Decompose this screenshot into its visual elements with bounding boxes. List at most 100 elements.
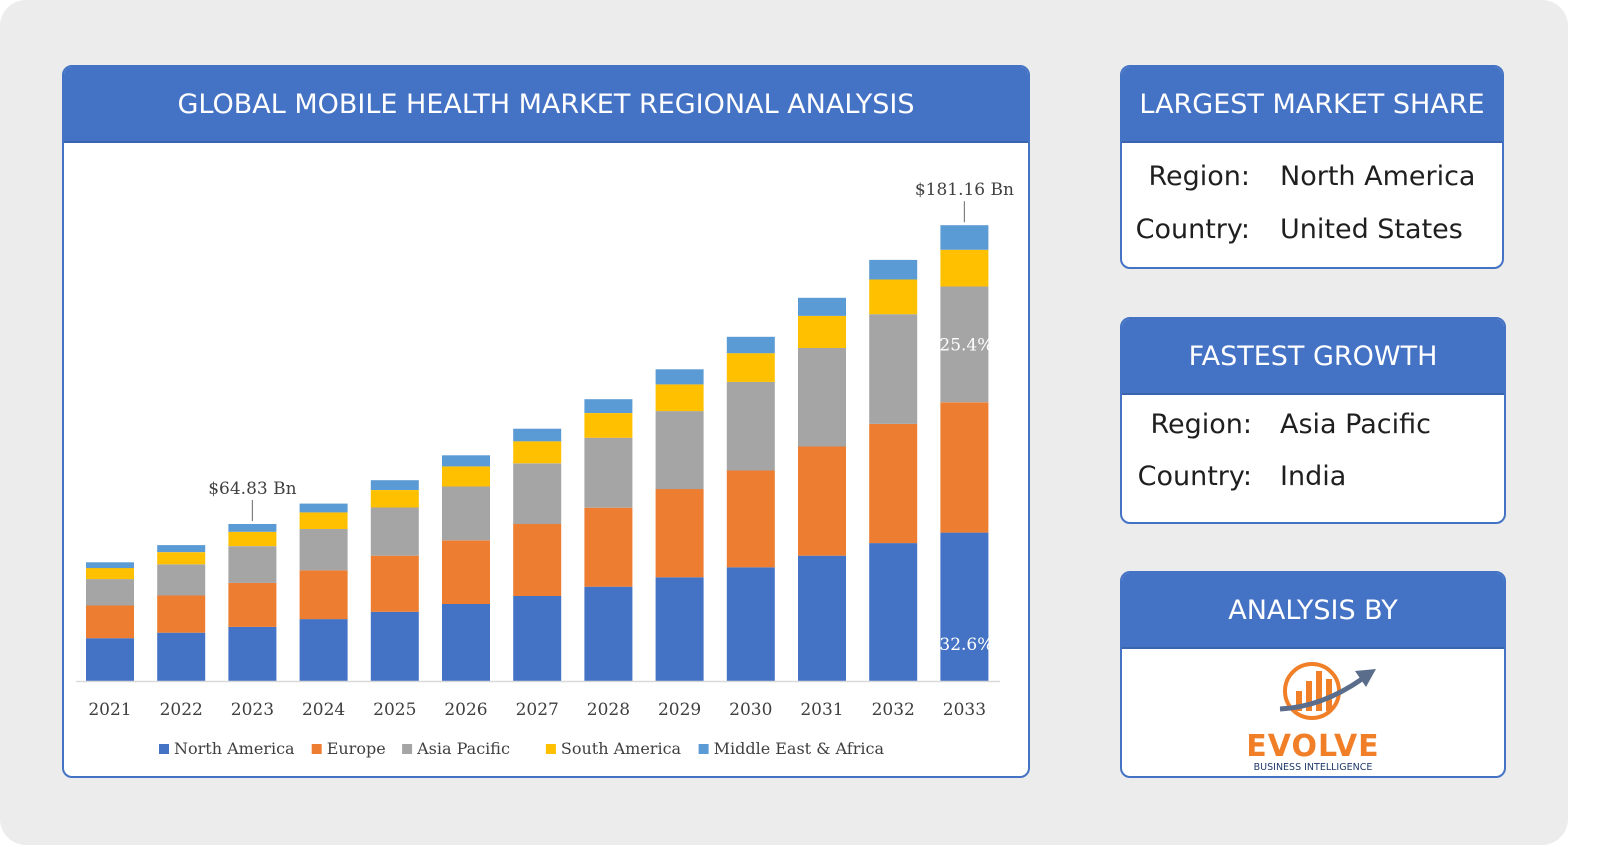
bar-south-america-2030 bbox=[726, 353, 775, 382]
bar-europe-2027 bbox=[513, 524, 562, 596]
x-tick-label-2027: 2027 bbox=[516, 700, 559, 720]
legend-swatch-europe bbox=[311, 744, 322, 754]
logo-bar-1 bbox=[1296, 691, 1302, 711]
bar-north-america-2022 bbox=[157, 632, 206, 681]
bar-south-america-2025 bbox=[370, 490, 419, 508]
country-label: Country: bbox=[1137, 461, 1252, 492]
bar-europe-2033 bbox=[940, 402, 989, 533]
logo-bar-2 bbox=[1306, 681, 1312, 711]
bar-europe-2024 bbox=[299, 570, 348, 620]
bar-asia-pacific-2029 bbox=[655, 411, 704, 490]
region-value: North America bbox=[1280, 161, 1476, 192]
chart-title: GLOBAL MOBILE HEALTH MARKET REGIONAL ANA… bbox=[64, 67, 1028, 143]
bar-europe-2029 bbox=[655, 489, 704, 578]
bar-middle-east-and-africa-2025 bbox=[370, 480, 419, 490]
bar-asia-pacific-2022 bbox=[157, 564, 206, 596]
legend-swatch-north-america bbox=[159, 744, 169, 754]
analysis-by-title: ANALYSIS BY bbox=[1122, 573, 1504, 649]
bar-south-america-2031 bbox=[798, 316, 846, 348]
bar-north-america-2028 bbox=[584, 586, 633, 681]
fastest-growth-region-row: Region: Asia Pacific bbox=[1122, 409, 1504, 449]
segment-label-asia-pacific-2033: 25.4% bbox=[939, 335, 993, 355]
legend-swatch-south-america bbox=[545, 744, 556, 754]
bar-north-america-2032 bbox=[869, 543, 918, 681]
x-tick-label-2024: 2024 bbox=[302, 700, 345, 720]
bar-europe-2026 bbox=[442, 540, 490, 604]
region-label: Region: bbox=[1148, 161, 1250, 192]
legend-label-north-america: North America bbox=[174, 739, 295, 758]
bar-north-america-2031 bbox=[798, 555, 846, 681]
bar-asia-pacific-2021 bbox=[86, 579, 134, 606]
bar-asia-pacific-2030 bbox=[726, 381, 775, 471]
x-tick-label-2023: 2023 bbox=[231, 700, 274, 720]
bar-middle-east-and-africa-2022 bbox=[157, 545, 206, 553]
bar-south-america-2033 bbox=[940, 249, 989, 287]
logo-arrow-line bbox=[1279, 676, 1364, 712]
segment-label-north-america-2033: 32.6% bbox=[939, 635, 993, 655]
bar-middle-east-and-africa-2024 bbox=[299, 503, 348, 513]
bar-north-america-2033 bbox=[940, 532, 989, 681]
bar-middle-east-and-africa-2028 bbox=[584, 399, 633, 413]
analysis-by-panel: ANALYSIS BY EVOLVE BUSINESS INTELLIGENCE bbox=[1120, 571, 1506, 778]
bar-europe-2028 bbox=[584, 507, 633, 587]
stacked-bar-chart: 2021 2022 2023 2024 2025 2026 2027 2028 2029 2030… bbox=[76, 180, 1014, 758]
bar-north-america-2023 bbox=[228, 626, 277, 681]
infographic-canvas: GLOBAL MOBILE HEALTH MARKET REGIONAL ANA… bbox=[0, 0, 1568, 845]
fastest-growth-country-row: Country: India bbox=[1122, 461, 1504, 501]
bar-north-america-2025 bbox=[370, 611, 419, 681]
legend-label-middle-east-and-africa: Middle East & Africa bbox=[714, 739, 885, 758]
legend-label-asia-pacific: Asia Pacific bbox=[416, 739, 510, 758]
bar-asia-pacific-2026 bbox=[442, 486, 490, 541]
logo-bar-3 bbox=[1316, 671, 1322, 711]
bar-asia-pacific-2023 bbox=[228, 546, 277, 583]
bar-middle-east-and-africa-2029 bbox=[655, 369, 704, 385]
country-value: United States bbox=[1280, 214, 1463, 245]
largest-share-panel: LARGEST MARKET SHARE Region: North Ameri… bbox=[1120, 65, 1504, 269]
bar-middle-east-and-africa-2031 bbox=[798, 297, 846, 316]
bar-south-america-2028 bbox=[584, 413, 633, 438]
legend-swatch-asia-pacific bbox=[402, 744, 413, 754]
x-tick-label-2029: 2029 bbox=[658, 700, 701, 720]
bar-north-america-2024 bbox=[299, 619, 348, 681]
bar-europe-2025 bbox=[370, 555, 419, 612]
region-value: Asia Pacific bbox=[1280, 409, 1431, 440]
fastest-growth-title: FASTEST GROWTH bbox=[1122, 319, 1504, 395]
bar-middle-east-and-africa-2027 bbox=[513, 428, 562, 442]
legend-label-europe: Europe bbox=[327, 739, 386, 758]
largest-share-region-row: Region: North America bbox=[1122, 161, 1502, 201]
bar-north-america-2026 bbox=[442, 604, 490, 681]
x-tick-label-2033: 2033 bbox=[943, 700, 986, 720]
bar-europe-2031 bbox=[798, 446, 846, 556]
bar-south-america-2029 bbox=[655, 384, 704, 412]
country-label: Country: bbox=[1135, 214, 1250, 245]
bar-asia-pacific-2024 bbox=[299, 529, 348, 571]
bar-asia-pacific-2033 bbox=[940, 286, 989, 403]
bar-asia-pacific-2028 bbox=[584, 437, 633, 508]
logo-arrow-head bbox=[1355, 669, 1376, 687]
legend-swatch-middle-east-and-africa bbox=[698, 744, 709, 754]
x-tick-label-2031: 2031 bbox=[800, 700, 843, 720]
bar-south-america-2021 bbox=[86, 568, 134, 580]
bar-middle-east-and-africa-2032 bbox=[869, 259, 918, 280]
logo-tagline: BUSINESS INTELLIGENCE bbox=[1254, 762, 1373, 773]
bar-middle-east-and-africa-2030 bbox=[726, 336, 775, 354]
bar-south-america-2023 bbox=[228, 531, 277, 547]
chart-panel: GLOBAL MOBILE HEALTH MARKET REGIONAL ANA… bbox=[62, 65, 1030, 778]
x-tick-label-2030: 2030 bbox=[729, 700, 772, 720]
bar-north-america-2030 bbox=[726, 567, 775, 681]
bar-europe-2021 bbox=[86, 605, 134, 639]
largest-share-country-row: Country: United States bbox=[1122, 214, 1502, 254]
largest-share-title: LARGEST MARKET SHARE bbox=[1122, 67, 1502, 143]
bar-asia-pacific-2025 bbox=[370, 507, 419, 556]
fastest-growth-panel: FASTEST GROWTH Region: Asia Pacific Coun… bbox=[1120, 317, 1506, 524]
bar-europe-2022 bbox=[157, 595, 206, 633]
legend-label-south-america: South America bbox=[561, 739, 682, 758]
total-label-2033: $181.16 Bn bbox=[915, 180, 1014, 200]
country-value: India bbox=[1280, 461, 1347, 492]
bar-south-america-2032 bbox=[869, 279, 918, 315]
x-tick-label-2022: 2022 bbox=[160, 700, 203, 720]
bar-europe-2023 bbox=[228, 582, 277, 627]
x-tick-label-2028: 2028 bbox=[587, 700, 630, 720]
x-tick-label-2032: 2032 bbox=[872, 700, 915, 720]
bar-chart-arrow-icon bbox=[1279, 662, 1376, 720]
